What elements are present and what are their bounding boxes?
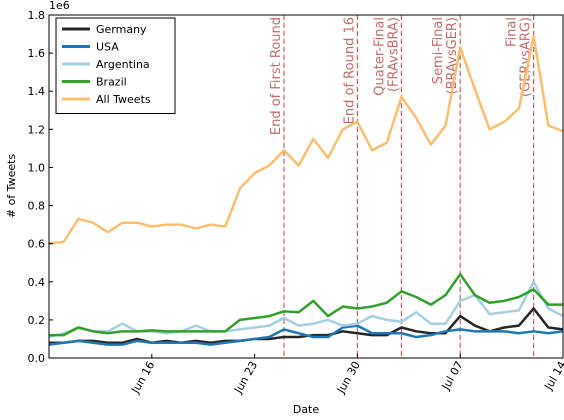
annotation-line-text: Final bbox=[505, 17, 520, 47]
series-line bbox=[48, 324, 564, 346]
y-tick-label: 0.2 bbox=[28, 314, 46, 327]
annotation-label: End of First Round bbox=[269, 17, 284, 135]
x-tick-label: Jun 23 bbox=[231, 359, 260, 396]
y-axis-label: # of Tweets bbox=[5, 154, 18, 219]
y-tick-label: 1.4 bbox=[28, 85, 46, 98]
annotation-line-text: Semi-Final bbox=[431, 17, 446, 84]
y-tick-label: 0.0 bbox=[28, 352, 46, 365]
plot-frame bbox=[48, 14, 564, 359]
annotation-line-text: (BRAvsGER) bbox=[445, 17, 460, 95]
annotation-label: Semi-Final(BRAvsGER) bbox=[431, 17, 460, 95]
annotation-label: Quater-Final(FRAvsBRA) bbox=[372, 17, 401, 96]
y-tick-label: 1.0 bbox=[28, 161, 46, 174]
legend-label: Argentina bbox=[96, 58, 150, 71]
x-tick-label: Jul 07 bbox=[439, 359, 466, 393]
series-line bbox=[49, 272, 563, 337]
y-tick-label: 0.4 bbox=[28, 276, 46, 289]
x-tick-label: Jul 14 bbox=[541, 359, 564, 393]
x-tick-label: Jun 30 bbox=[334, 359, 363, 396]
annotation-line-text: Quater-Final bbox=[372, 17, 387, 96]
annotation-line-text: (GERvsARG) bbox=[519, 17, 534, 97]
legend-label: USA bbox=[96, 41, 119, 54]
y-tick-label: 1.6 bbox=[28, 47, 46, 60]
legend-label: Germany bbox=[96, 23, 147, 36]
annotation-label: End of Round 16 bbox=[342, 17, 357, 124]
annotation-line-text: End of First Round bbox=[269, 17, 284, 135]
annotation-line-text: (FRAvsBRA) bbox=[386, 17, 401, 92]
legend-label: Brazil bbox=[96, 76, 127, 89]
x-axis-label: Date bbox=[293, 403, 320, 416]
series-line bbox=[48, 34, 564, 245]
series-line bbox=[48, 280, 564, 339]
y-tick-label: 1.2 bbox=[28, 123, 46, 136]
y-tick-label: 1.8 bbox=[28, 9, 46, 22]
y-tick-label: 0.8 bbox=[28, 200, 46, 213]
y-offset-label: 1e6 bbox=[49, 0, 70, 12]
legend-label: All Tweets bbox=[96, 93, 151, 106]
annotation-line-text: End of Round 16 bbox=[342, 17, 357, 124]
annotation-label: Final(GERvsARG) bbox=[505, 17, 534, 97]
y-tick-label: 0.6 bbox=[28, 238, 46, 251]
x-tick-label: Jun 16 bbox=[128, 359, 157, 396]
